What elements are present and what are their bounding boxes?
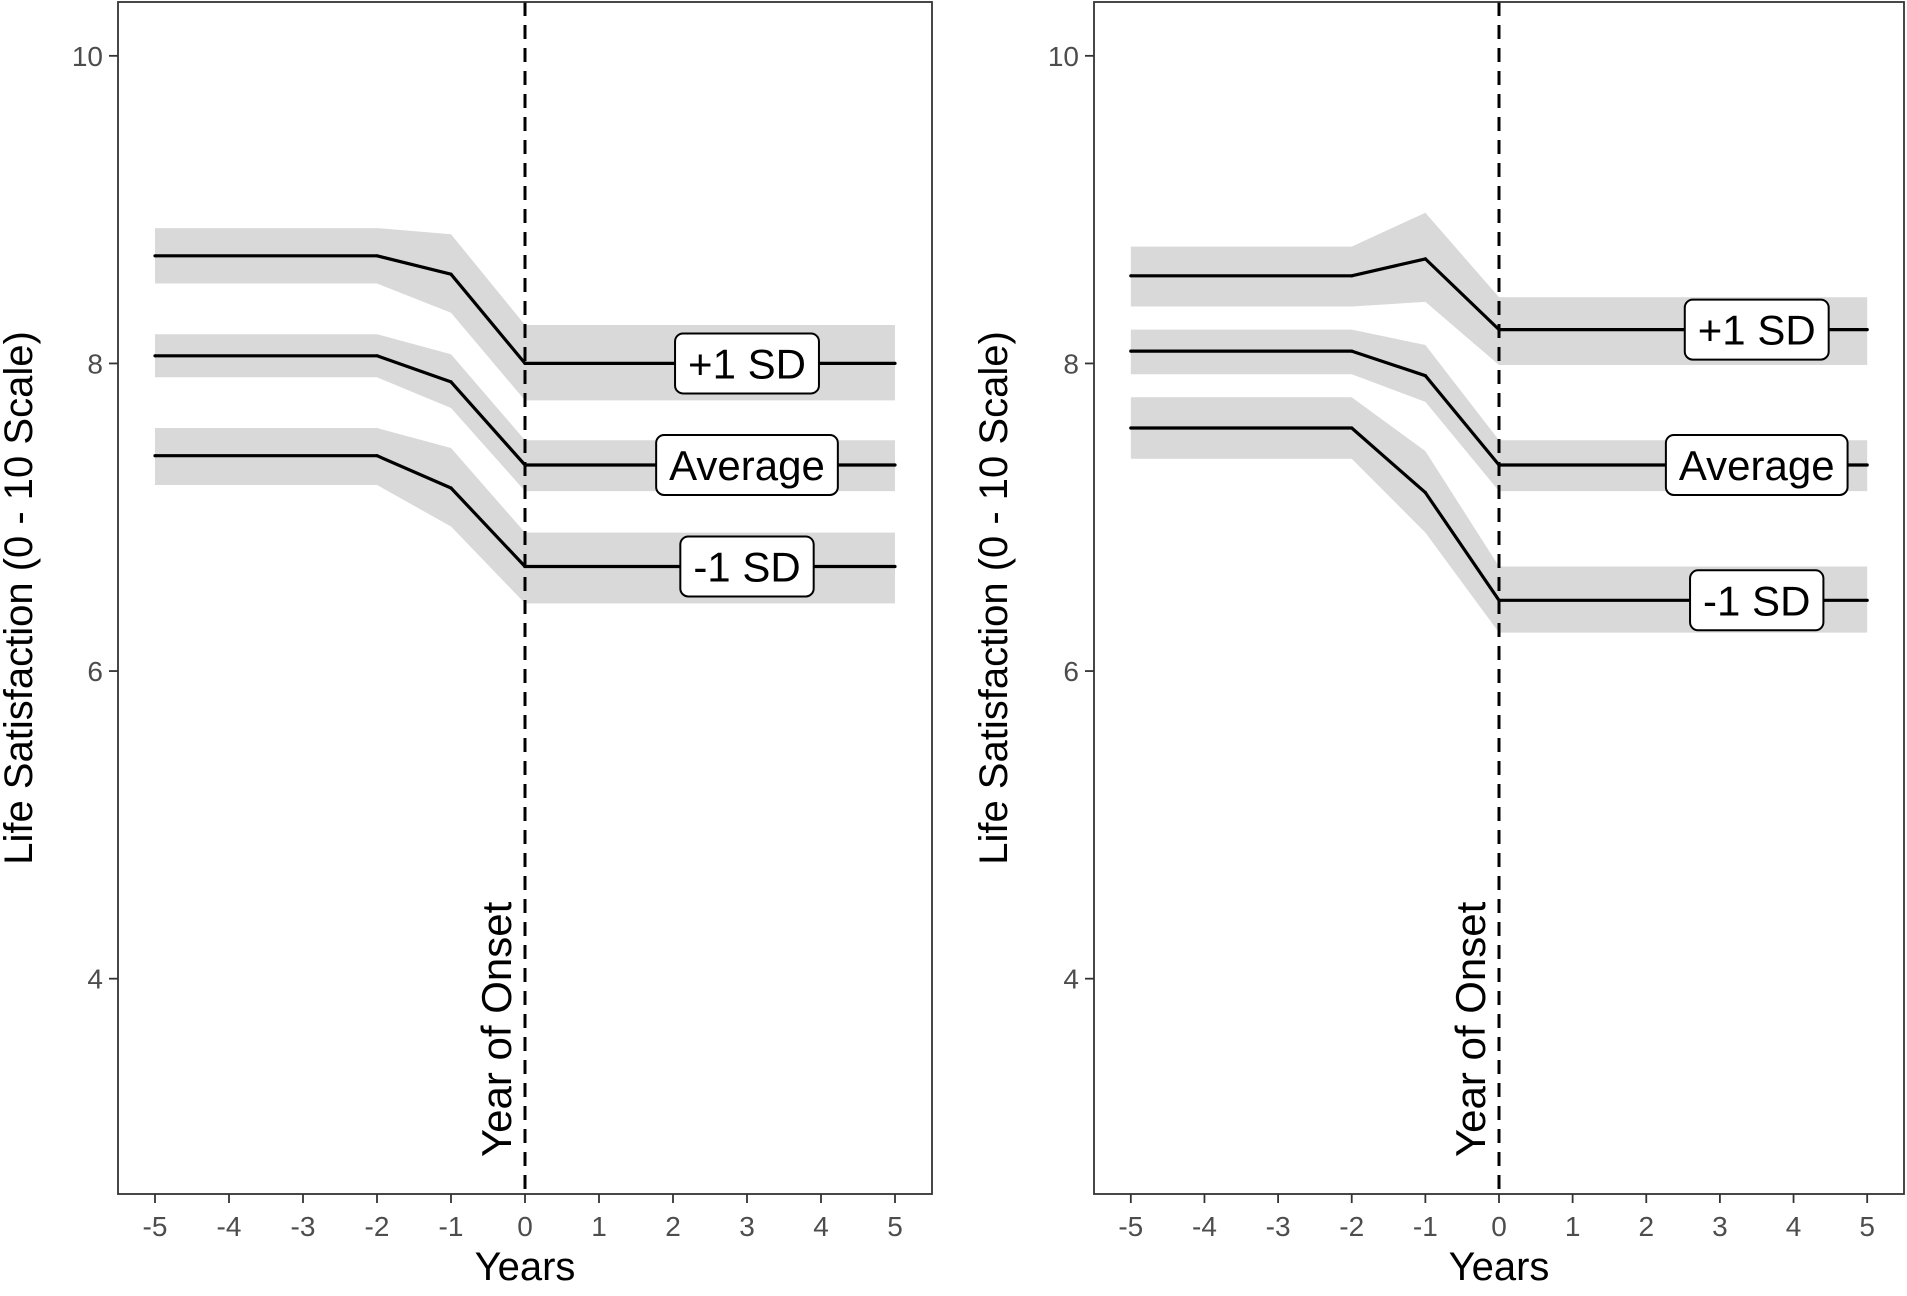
y-tick-label: 10 xyxy=(1048,41,1079,72)
data-point xyxy=(375,354,379,358)
series-label-Average: Average xyxy=(669,442,825,489)
data-point xyxy=(1423,491,1427,495)
data-point xyxy=(153,354,157,358)
x-axis-title: Years xyxy=(475,1245,576,1289)
x-tick-label: -4 xyxy=(1192,1211,1217,1242)
data-point xyxy=(449,272,453,276)
x-tick-label: 4 xyxy=(1786,1211,1802,1242)
y-axis-title: Life Satisfaction (0 - 10 Scale) xyxy=(972,331,1016,865)
x-tick-label: 4 xyxy=(813,1211,829,1242)
x-tick-label: -1 xyxy=(439,1211,464,1242)
data-point xyxy=(1865,328,1869,332)
data-point xyxy=(893,361,897,365)
ribbon--1 SD xyxy=(1130,397,1868,633)
series-label-box xyxy=(655,433,839,496)
data-point xyxy=(1865,463,1869,467)
onset-label: Year of Onset xyxy=(1447,901,1494,1157)
series-label-box xyxy=(1683,298,1830,361)
data-point xyxy=(1129,274,1133,278)
y-tick-label: 6 xyxy=(1063,656,1079,687)
x-tick-label: -3 xyxy=(291,1211,316,1242)
x-tick-label: -3 xyxy=(1266,1211,1291,1242)
data-point xyxy=(1350,426,1354,430)
y-tick-label: 10 xyxy=(72,41,103,72)
x-tick-label: 1 xyxy=(591,1211,607,1242)
series-label--1 SD: -1 SD xyxy=(693,543,800,590)
x-tick-label: 3 xyxy=(1712,1211,1728,1242)
series-label-box xyxy=(674,332,820,395)
data-point xyxy=(1865,598,1869,602)
data-point xyxy=(1129,349,1133,353)
data-point xyxy=(1129,426,1133,430)
data-point xyxy=(153,454,157,458)
series-label-box xyxy=(679,535,815,598)
ribbon-+1 SD xyxy=(1130,212,1868,365)
y-tick-label: 6 xyxy=(87,656,103,687)
x-tick-label: -2 xyxy=(365,1211,390,1242)
data-point xyxy=(449,486,453,490)
series-label-+1 SD: +1 SD xyxy=(1698,307,1816,354)
y-tick-label: 4 xyxy=(1063,964,1079,995)
data-point xyxy=(153,254,157,258)
data-point xyxy=(1350,274,1354,278)
data-point xyxy=(449,380,453,384)
y-tick-label: 8 xyxy=(1063,348,1079,379)
x-tick-label: -1 xyxy=(1413,1211,1438,1242)
data-point xyxy=(1423,374,1427,378)
y-tick-label: 4 xyxy=(87,964,103,995)
series-label-Average: Average xyxy=(1679,442,1835,489)
y-axis-title: Life Satisfaction (0 - 10 Scale) xyxy=(0,331,41,865)
x-tick-label: 0 xyxy=(1491,1211,1507,1242)
data-point xyxy=(893,564,897,569)
x-tick-label: 2 xyxy=(1638,1211,1654,1242)
onset-label: Year of Onset xyxy=(473,901,520,1157)
series-label-box xyxy=(1689,569,1825,632)
x-tick-label: -4 xyxy=(217,1211,242,1242)
series-label-+1 SD: +1 SD xyxy=(688,340,806,387)
x-tick-label: 5 xyxy=(1859,1211,1875,1242)
x-tick-label: 2 xyxy=(665,1211,681,1242)
x-tick-label: -5 xyxy=(1118,1211,1143,1242)
x-tick-label: 3 xyxy=(739,1211,755,1242)
data-point xyxy=(893,463,897,467)
x-tick-label: -5 xyxy=(143,1211,168,1242)
x-axis-title: Years xyxy=(1449,1245,1550,1289)
series-label--1 SD: -1 SD xyxy=(1703,577,1810,624)
data-point xyxy=(375,454,379,458)
data-point xyxy=(1423,257,1427,261)
data-point xyxy=(523,361,527,365)
data-point xyxy=(1350,349,1354,353)
x-tick-label: 0 xyxy=(517,1211,533,1242)
y-tick-label: 8 xyxy=(87,348,103,379)
x-tick-label: 1 xyxy=(1565,1211,1581,1242)
x-tick-label: -2 xyxy=(1339,1211,1364,1242)
x-tick-label: 5 xyxy=(887,1211,903,1242)
series-label-box xyxy=(1664,433,1849,496)
data-point xyxy=(375,254,379,258)
